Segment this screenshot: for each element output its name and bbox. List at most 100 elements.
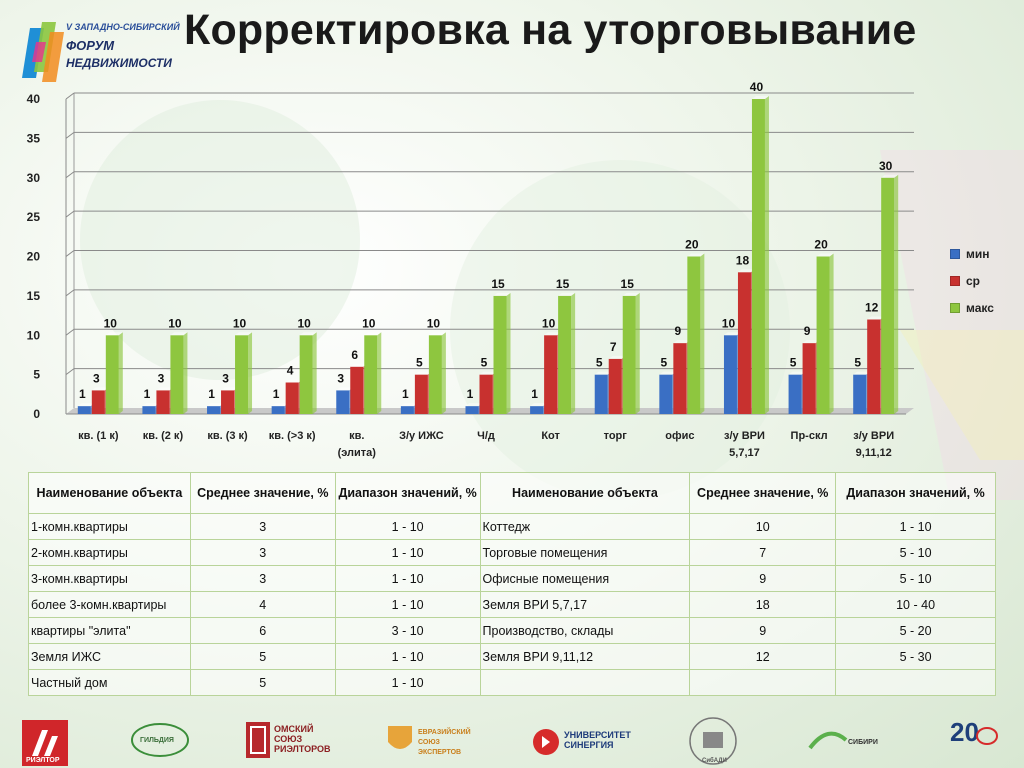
bar-top-мин bbox=[594, 371, 612, 375]
bar-top-ср bbox=[867, 316, 885, 320]
table-cell: Частный дом bbox=[28, 669, 191, 696]
table-cell: 1 - 10 bbox=[334, 513, 481, 540]
bar-side-макс bbox=[441, 332, 446, 414]
y-tick-label: 10 bbox=[27, 328, 41, 342]
bar-ср bbox=[737, 272, 751, 414]
table-cell: Земля ИЖС bbox=[28, 643, 191, 670]
bar-top-макс bbox=[299, 332, 317, 336]
table-cell: 9 bbox=[689, 565, 837, 592]
bar-ср bbox=[285, 382, 299, 414]
bar-мин bbox=[465, 406, 479, 414]
data-label-мин: 1 bbox=[531, 387, 538, 401]
bar-top-ср bbox=[802, 340, 820, 344]
data-label-ср: 5 bbox=[481, 356, 488, 370]
data-label-мин: 1 bbox=[467, 387, 474, 401]
x-tick-label: з/у ВРИ bbox=[853, 430, 894, 442]
bar-side-макс bbox=[894, 174, 899, 414]
x-tick-label: кв. (3 к) bbox=[207, 430, 248, 442]
x-tick-label: кв. (>3 к) bbox=[269, 430, 316, 442]
bar-side-макс bbox=[248, 332, 253, 414]
table-cell: 1 - 10 bbox=[334, 539, 481, 566]
data-label-ср: 9 bbox=[804, 324, 811, 338]
gridline-diag bbox=[65, 171, 75, 179]
bar-макс bbox=[364, 335, 378, 414]
table-cell: более 3-комн.квартиры bbox=[28, 591, 191, 618]
data-label-мин: 1 bbox=[208, 387, 215, 401]
header-avg-left: Среднее значение, % bbox=[189, 472, 336, 514]
bar-мин bbox=[788, 374, 802, 414]
bar-макс bbox=[622, 295, 636, 414]
y-tick-label: 0 bbox=[33, 407, 40, 421]
data-label-мин: 1 bbox=[402, 387, 409, 401]
table-cell: 1 - 10 bbox=[334, 565, 481, 592]
table-cell: 3 bbox=[189, 565, 336, 592]
x-tick-label: офис bbox=[665, 430, 694, 442]
bar-ср bbox=[479, 374, 493, 414]
logo-line1: V ЗАПАДНО-СИБИРСКИЙ bbox=[66, 22, 180, 32]
legend-swatch-max bbox=[950, 302, 960, 313]
bar-ср bbox=[802, 343, 816, 414]
bar-ср bbox=[91, 390, 105, 414]
table-cell: 5 bbox=[189, 643, 336, 670]
data-label-макс: 10 bbox=[297, 316, 311, 330]
bar-top-ср bbox=[156, 387, 174, 391]
data-label-ср: 6 bbox=[351, 348, 358, 362]
data-label-ср: 5 bbox=[416, 356, 423, 370]
data-label-макс: 10 bbox=[427, 316, 441, 330]
data-label-ср: 7 bbox=[610, 340, 617, 354]
bar-top-мин bbox=[336, 387, 354, 391]
forum-logo: V ЗАПАДНО-СИБИРСКИЙ ФОРУМ НЕДВИЖИМОСТИ bbox=[22, 18, 182, 90]
bar-top-ср bbox=[737, 269, 755, 273]
bar-макс bbox=[493, 295, 507, 414]
bar-макс bbox=[881, 177, 895, 414]
gridline-diag bbox=[65, 131, 75, 139]
table-row: Земля ИЖС 5 1 - 10 Земля ВРИ 9,11,12 12 … bbox=[28, 643, 996, 670]
data-label-мин: 1 bbox=[79, 387, 86, 401]
bar-мин bbox=[723, 335, 737, 414]
table-cell bbox=[479, 669, 691, 696]
bar-top-ср bbox=[544, 332, 562, 336]
data-label-макс: 40 bbox=[750, 80, 764, 94]
bar-top-мин bbox=[723, 332, 741, 336]
table-row: 2-комн.квартиры 3 1 - 10 Торговые помеще… bbox=[28, 539, 996, 566]
bar-top-ср bbox=[221, 387, 239, 391]
bar-top-мин bbox=[853, 371, 871, 375]
table-cell: 1 - 10 bbox=[835, 513, 996, 540]
gridline-diag bbox=[65, 210, 75, 218]
legend-item-avg: ср bbox=[950, 267, 994, 294]
table-cell: Земля ВРИ 5,7,17 bbox=[479, 591, 691, 618]
bar-top-макс bbox=[235, 332, 253, 336]
bar-top-макс bbox=[558, 292, 576, 296]
table-cell: Офисные помещения bbox=[479, 565, 691, 592]
data-label-мин: 5 bbox=[790, 356, 797, 370]
bar-side-макс bbox=[571, 292, 576, 414]
y-tick-label: 40 bbox=[27, 92, 41, 106]
y-tick-label: 30 bbox=[27, 171, 41, 185]
x-tick-label: торг bbox=[604, 430, 628, 442]
bar-side-макс bbox=[700, 253, 705, 414]
data-label-макс: 15 bbox=[621, 277, 635, 291]
page-title: Корректировка на уторговывание bbox=[184, 6, 917, 54]
bar-top-ср bbox=[350, 363, 368, 367]
table-cell: 18 bbox=[689, 591, 837, 618]
x-tick-label: кв. (2 к) bbox=[143, 430, 184, 442]
data-label-макс: 20 bbox=[814, 238, 828, 252]
table-cell: 1 - 10 bbox=[334, 669, 481, 696]
x-tick-label: 5,7,17 bbox=[729, 447, 760, 459]
header-range-left: Диапазон значений, % bbox=[334, 472, 481, 514]
bar-top-ср bbox=[285, 379, 303, 383]
data-label-макс: 20 bbox=[685, 238, 699, 252]
table-cell: 1 - 10 bbox=[334, 643, 481, 670]
bar-side-макс bbox=[118, 332, 123, 414]
partner-logo-text: 20 bbox=[950, 717, 979, 747]
x-tick-label: (элита) bbox=[338, 447, 377, 459]
table-cell: Коттедж bbox=[479, 513, 691, 540]
table-cell: 6 bbox=[189, 617, 336, 644]
legend-item-min: мин bbox=[950, 240, 994, 267]
bar-top-мин bbox=[530, 403, 548, 407]
bar-side-макс bbox=[312, 332, 317, 414]
bar-макс bbox=[299, 335, 313, 414]
table-cell bbox=[835, 669, 996, 696]
bar-top-мин bbox=[400, 403, 418, 407]
data-label-ср: 10 bbox=[542, 316, 556, 330]
